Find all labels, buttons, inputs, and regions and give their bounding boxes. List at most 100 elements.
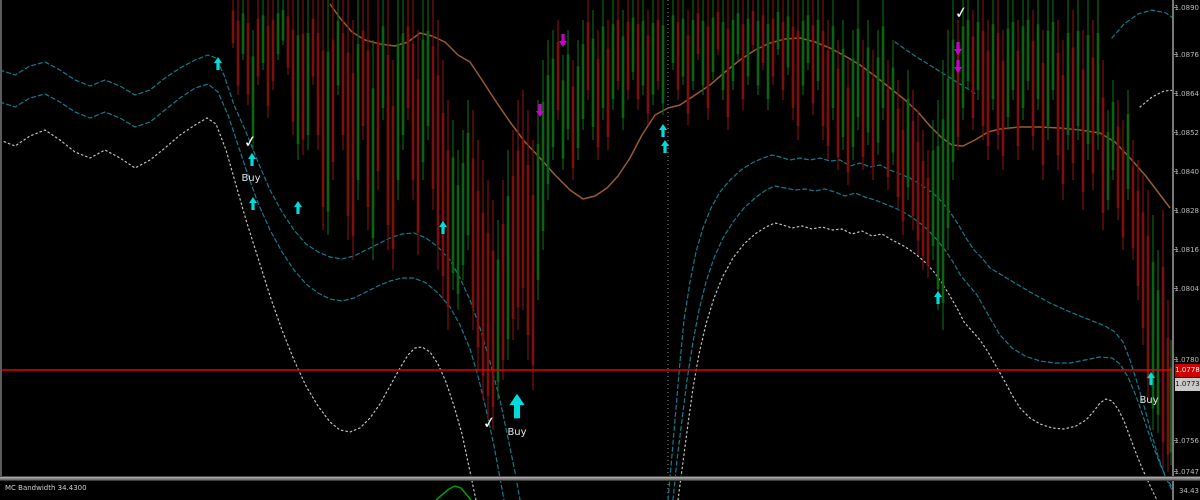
- candle-body: [1166, 337, 1170, 455]
- candle-body: [316, 33, 320, 135]
- buy-signal-label: Buy: [1139, 395, 1158, 406]
- buy-signal-arrow-large-icon: [509, 393, 525, 419]
- candle-body: [436, 75, 440, 245]
- candle-body: [1071, 47, 1075, 163]
- candle-body: [326, 51, 330, 212]
- candle-body: [701, 20, 705, 86]
- candle-body: [1086, 35, 1090, 145]
- candle-body: [1111, 102, 1115, 170]
- checkmark-icon: ✓: [481, 412, 497, 433]
- candle-body: [296, 35, 300, 145]
- candle-body: [611, 24, 615, 100]
- candle-body: [331, 39, 335, 162]
- candle-body: [856, 28, 860, 118]
- candle-body: [631, 17, 635, 73]
- candle-body: [981, 30, 985, 126]
- candle-body: [1096, 33, 1100, 135]
- candle-body: [1061, 75, 1065, 184]
- candle-body: [456, 185, 460, 294]
- candle-body: [546, 75, 550, 184]
- candle-body: [256, 18, 260, 77]
- candle-body: [1126, 114, 1130, 189]
- candle-body: [591, 38, 595, 127]
- candle-body: [731, 19, 735, 81]
- candle-body: [716, 12, 720, 50]
- candle-body: [726, 28, 730, 118]
- candle-body: [466, 133, 470, 235]
- price-axis-tick: [1174, 54, 1178, 55]
- candle-body: [821, 30, 825, 126]
- price-axis[interactable]: 1.0890 1.0876 1.0864 1.0852 1.0840 1.0828 1.08…: [1172, 0, 1200, 476]
- candle-body: [551, 58, 555, 147]
- candle-body: [366, 50, 370, 207]
- candle-body: [756, 20, 760, 86]
- candle-body: [876, 57, 880, 143]
- price-axis-tick: [1174, 249, 1178, 250]
- candle-body: [431, 46, 435, 190]
- price-axis-tick: [1174, 132, 1178, 133]
- candle-body: [871, 78, 875, 167]
- candle-body: [751, 11, 755, 45]
- checkmark-icon: ✓: [953, 2, 969, 23]
- candle-body: [306, 33, 310, 135]
- sell-signal-arrow-icon: [954, 42, 962, 55]
- subwindow-separator-handle[interactable]: [0, 476, 1200, 481]
- candle-body: [986, 50, 990, 146]
- candle-body: [1091, 57, 1095, 173]
- candle-body: [561, 80, 565, 159]
- candle-body: [646, 35, 650, 114]
- candle-body: [491, 250, 495, 407]
- candle-body: [1136, 190, 1140, 286]
- indicator-status-label: MC Bandwidth 34.4300: [5, 484, 87, 492]
- lower-band-right-line: [677, 222, 1158, 500]
- candle-body: [966, 19, 970, 81]
- candle-body: [866, 47, 870, 133]
- candle-body: [741, 24, 745, 100]
- candle-body: [301, 34, 305, 140]
- candle-body: [391, 106, 395, 249]
- candle-body: [1151, 262, 1155, 409]
- candle-body: [1041, 63, 1045, 165]
- candle-body: [411, 44, 415, 180]
- checkmark-icon: ✓: [242, 131, 258, 152]
- candle-body: [621, 36, 625, 118]
- price-axis-tick: [1174, 288, 1178, 289]
- candle-body: [336, 20, 340, 86]
- candle-body: [351, 72, 355, 236]
- candle-body: [276, 13, 280, 54]
- candle-body: [501, 224, 505, 360]
- candle-body: [1131, 166, 1135, 248]
- candle-body: [386, 55, 390, 225]
- buy-signal-arrow-icon: [439, 221, 447, 234]
- candle-body: [341, 33, 345, 135]
- candle-body: [486, 232, 490, 396]
- candle-body: [246, 23, 250, 95]
- moving-average-line: [329, 3, 1171, 209]
- candle-body: [1011, 22, 1015, 90]
- buy-signal-arrow-icon: [1147, 372, 1155, 385]
- candle-body: [1169, 367, 1173, 453]
- candle-body: [1016, 50, 1020, 146]
- candle-body: [946, 78, 950, 229]
- candle-body: [531, 195, 535, 365]
- candle-body: [806, 15, 810, 63]
- candle-body: [311, 18, 315, 77]
- buy-signal-arrow-icon: [249, 197, 257, 210]
- candle-body: [511, 176, 515, 319]
- candle-body: [1156, 290, 1160, 415]
- price-axis-tick: [1174, 440, 1178, 441]
- candle-body: [421, 39, 425, 162]
- candle-body: [516, 150, 520, 307]
- price-axis-label: 1.0864: [1174, 90, 1200, 98]
- candle-body: [406, 26, 410, 108]
- candle-body: [416, 79, 420, 233]
- candle-body: [1106, 132, 1110, 200]
- candle-body: [396, 44, 400, 180]
- sell-signal-arrow-icon: [559, 34, 567, 47]
- price-axis-label: 1.0756: [1174, 437, 1200, 445]
- candle-body: [676, 22, 680, 90]
- candle-body: [721, 22, 725, 90]
- candle-body: [426, 30, 430, 126]
- candle-body: [1001, 60, 1005, 156]
